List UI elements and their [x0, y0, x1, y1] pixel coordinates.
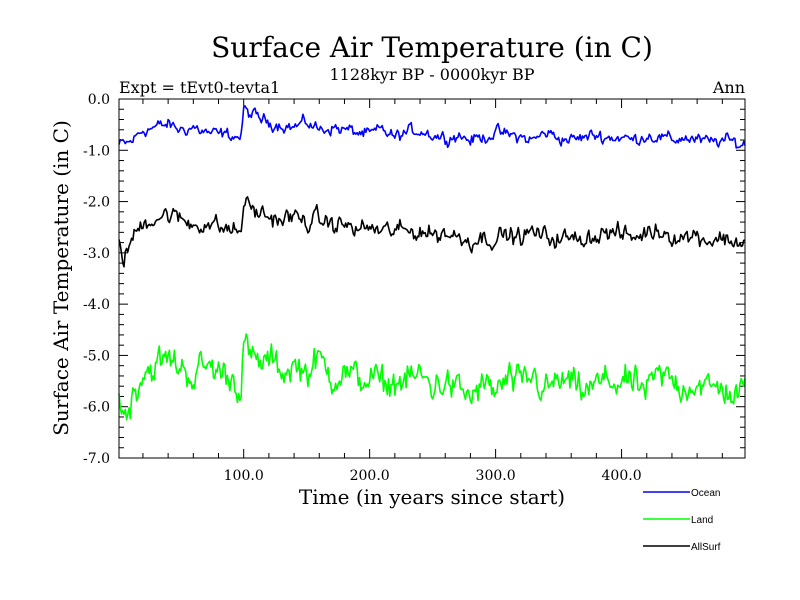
series-line-land [118, 333, 746, 421]
x-tick-label: 400.0 [602, 468, 642, 484]
series-layer [118, 105, 746, 421]
time-range-label: 1128kyr BP - 0000kyr BP [330, 65, 535, 84]
y-tick-label: -3.0 [83, 246, 110, 262]
chart-title: Surface Air Temperature (in C) [211, 31, 653, 64]
legend-entry-allsurf: AllSurf [643, 542, 721, 553]
legend-label: Ocean [691, 488, 720, 499]
legend-entry-ocean: Ocean [643, 488, 720, 499]
plot-frame [118, 98, 746, 459]
x-tick-labels: 100.0 200.0 300.0 400.0 [224, 468, 642, 484]
legend: Ocean Land AllSurf [643, 488, 721, 553]
x-axis-label: Time (in years since start) [299, 485, 565, 509]
y-tick-label: -7.0 [83, 451, 110, 467]
experiment-label: Expt = tEvt0-tevta1 [119, 78, 280, 97]
y-tick-label: -2.0 [83, 195, 110, 211]
series-line-ocean [118, 105, 746, 149]
series-line-allsurf [118, 196, 746, 268]
y-tick-label: -1.0 [83, 143, 110, 159]
x-tick-label: 200.0 [350, 468, 390, 484]
y-axis-label: Surface Air Temperature (in C) [49, 120, 73, 436]
legend-entry-land: Land [643, 515, 713, 526]
x-tick-label: 100.0 [224, 468, 264, 484]
legend-label: AllSurf [691, 542, 721, 553]
axis-ticks [119, 98, 745, 459]
y-tick-labels: 0.0 -1.0 -2.0 -3.0 -4.0 -5.0 -6.0 -7.0 [83, 92, 110, 467]
y-tick-label: -4.0 [83, 297, 110, 313]
y-tick-label: -5.0 [83, 348, 110, 364]
legend-label: Land [691, 515, 713, 526]
season-label: Ann [712, 78, 745, 97]
y-tick-label: 0.0 [88, 92, 110, 108]
x-tick-label: 300.0 [476, 468, 516, 484]
y-tick-label: -6.0 [83, 400, 110, 416]
